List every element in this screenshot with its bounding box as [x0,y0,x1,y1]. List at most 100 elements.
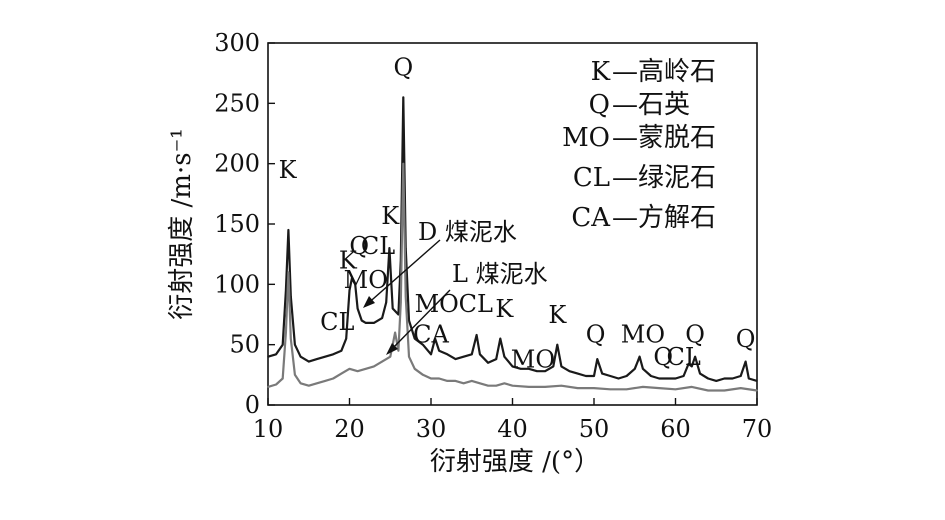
data-point [422,374,424,376]
data-point [388,247,391,249]
peak-label: Q [685,320,705,348]
data-point [479,382,481,385]
data-point [568,370,571,373]
data-point [723,389,726,392]
data-point [536,370,538,373]
data-point [287,271,290,274]
data-point [413,337,416,340]
peak-label: K [279,156,298,184]
peak-label: MO [344,266,388,294]
data-point [267,355,269,358]
data-point [674,377,677,380]
data-point [560,365,563,368]
peak-label: Q [736,325,756,353]
data-point [397,313,400,316]
y-tick-label: 50 [229,331,260,359]
data-point [454,358,457,360]
data-point [748,377,750,380]
data-point [290,337,292,340]
data-point [479,353,481,356]
callout-line-l [388,289,451,353]
data-point [519,368,522,370]
data-point [495,358,498,360]
plot-axes: 10 20 30 40 50 60 70 0 50 100 150 200 250 300 [214,29,772,443]
data-point [544,386,546,388]
data-point [593,387,595,389]
data-point [316,382,318,385]
series-layer [267,96,758,392]
data-point [294,374,296,376]
data-point [658,377,660,380]
data-point [354,283,357,286]
data-point [650,375,652,377]
data-point [487,384,489,387]
data-point [471,353,473,356]
y-tick-label: 250 [214,89,260,117]
data-point [638,355,641,358]
series-label-l: L 煤泥水 [452,260,548,288]
data-point [285,331,287,334]
x-tick-label: 70 [742,415,773,443]
data-point [356,370,359,373]
legend-code: CA [571,203,611,233]
legend-code: Q [589,90,610,120]
y-tick-label: 200 [214,150,260,178]
y-tick-label: 0 [245,391,260,419]
data-point [397,349,400,352]
series-line-d [267,96,758,382]
data-point [731,377,734,380]
data-point [267,386,269,388]
data-point [373,365,375,368]
data-point [285,289,287,292]
peak-label: MO [621,320,665,348]
data-point [290,295,292,298]
legend-name: —石英 [612,90,690,120]
data-point [471,380,473,382]
data-point [400,301,402,304]
data-point [642,386,644,388]
data-point [601,372,603,375]
y-tick-label: 300 [214,29,260,57]
data-point [281,377,284,380]
data-point [475,334,478,336]
peak-label: K [495,295,514,323]
data-point [299,382,302,385]
data-point [351,277,353,280]
data-point [340,349,343,352]
x-tick-label: 50 [579,415,610,443]
peak-label: K [339,247,358,275]
data-point [499,337,502,340]
legend-code: K [591,57,611,87]
data-point [365,322,367,324]
data-point [340,372,343,375]
data-point [385,301,388,304]
x-tick-label: 20 [334,415,365,443]
data-point [691,386,693,388]
data-point [413,368,416,370]
data-point [446,353,449,356]
data-point [422,343,424,346]
data-point [756,389,758,392]
data-point [434,337,436,340]
data-point [324,380,326,382]
x-tick-label: 30 [416,415,447,443]
data-point [744,360,747,363]
data-point [404,295,407,298]
y-axis-title: 衍射强度 /m·s⁻¹ [167,128,197,319]
legend-code: MO [562,123,610,153]
data-point [402,96,405,99]
x-axis-title: 衍射强度 /(°） [430,447,600,477]
data-point [691,365,693,368]
data-point [609,388,612,391]
peak-label: Q [586,320,606,348]
data-point [389,355,392,358]
peak-label: K [548,301,567,329]
data-point [723,377,726,380]
data-point [528,386,530,388]
data-point [316,358,318,360]
peak-label: Q [653,343,673,371]
data-point [332,353,335,356]
data-point [332,377,335,380]
data-point [381,360,383,363]
x-tick-label: 40 [497,415,528,443]
